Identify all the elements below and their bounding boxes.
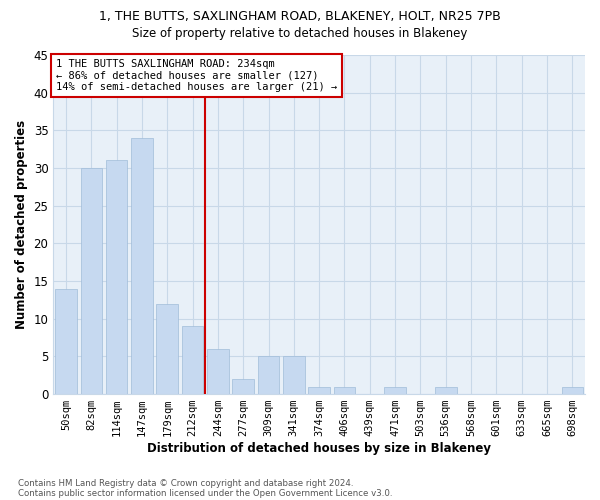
Bar bbox=[207, 349, 229, 394]
Text: Contains HM Land Registry data © Crown copyright and database right 2024.: Contains HM Land Registry data © Crown c… bbox=[18, 478, 353, 488]
Bar bbox=[562, 386, 583, 394]
Bar bbox=[55, 288, 77, 394]
Y-axis label: Number of detached properties: Number of detached properties bbox=[15, 120, 28, 329]
Bar bbox=[258, 356, 279, 394]
Bar bbox=[157, 304, 178, 394]
X-axis label: Distribution of detached houses by size in Blakeney: Distribution of detached houses by size … bbox=[147, 442, 491, 455]
Bar bbox=[182, 326, 203, 394]
Bar bbox=[435, 386, 457, 394]
Bar bbox=[308, 386, 330, 394]
Bar bbox=[106, 160, 127, 394]
Bar bbox=[334, 386, 355, 394]
Text: 1 THE BUTTS SAXLINGHAM ROAD: 234sqm
← 86% of detached houses are smaller (127)
1: 1 THE BUTTS SAXLINGHAM ROAD: 234sqm ← 86… bbox=[56, 59, 337, 92]
Bar bbox=[283, 356, 305, 394]
Bar bbox=[80, 168, 102, 394]
Bar bbox=[131, 138, 152, 394]
Text: Size of property relative to detached houses in Blakeney: Size of property relative to detached ho… bbox=[133, 28, 467, 40]
Text: 1, THE BUTTS, SAXLINGHAM ROAD, BLAKENEY, HOLT, NR25 7PB: 1, THE BUTTS, SAXLINGHAM ROAD, BLAKENEY,… bbox=[99, 10, 501, 23]
Text: Contains public sector information licensed under the Open Government Licence v3: Contains public sector information licen… bbox=[18, 488, 392, 498]
Bar bbox=[385, 386, 406, 394]
Bar bbox=[232, 379, 254, 394]
